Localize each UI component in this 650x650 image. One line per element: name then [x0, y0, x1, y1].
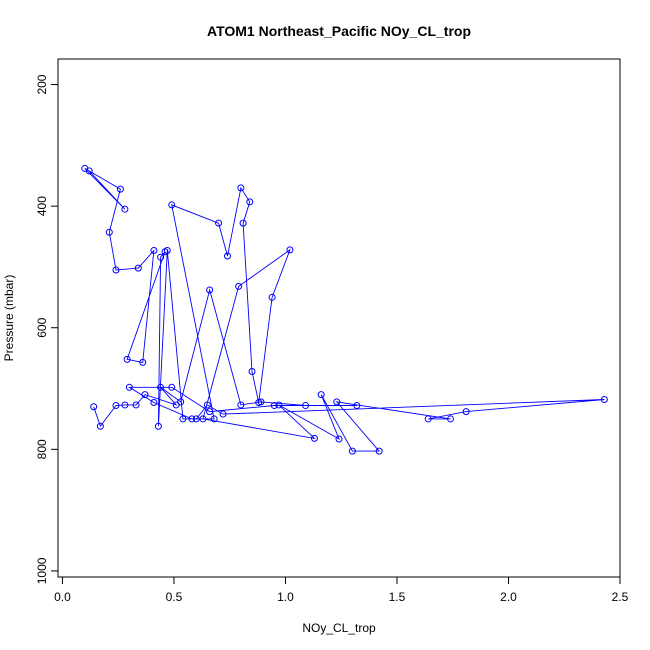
- x-tick-label: 0.5: [166, 590, 183, 604]
- data-point: [206, 408, 214, 416]
- data-point: [246, 198, 254, 206]
- data-point: [219, 410, 227, 418]
- data-point: [335, 435, 343, 443]
- y-tick-label: 400: [35, 196, 49, 216]
- data-point: [237, 401, 245, 409]
- data-point: [237, 184, 245, 192]
- data-point: [210, 415, 218, 423]
- data-point: [424, 415, 432, 423]
- data-point: [206, 286, 214, 294]
- x-axis: 0.0 0.5 1.0 1.5 2.0 2.5: [54, 576, 629, 604]
- data-point: [353, 402, 361, 410]
- data-point: [192, 415, 200, 423]
- data-point: [172, 401, 180, 409]
- data-point: [157, 253, 165, 261]
- data-point: [248, 368, 256, 376]
- data-point: [132, 401, 140, 409]
- series-markers: [81, 164, 608, 455]
- data-point: [139, 358, 147, 366]
- data-point: [141, 391, 149, 399]
- y-tick-label: 600: [35, 317, 49, 337]
- data-point: [81, 164, 89, 172]
- data-point: [112, 402, 120, 410]
- data-point: [215, 219, 223, 227]
- data-point: [125, 383, 133, 391]
- data-point: [268, 293, 276, 301]
- x-tick-label: 2.0: [500, 590, 517, 604]
- data-point: [203, 401, 211, 409]
- data-point: [310, 434, 318, 442]
- data-point: [257, 398, 265, 406]
- data-point: [154, 422, 162, 430]
- data-point: [168, 201, 176, 209]
- data-point: [134, 264, 142, 272]
- y-tick-label: 1000: [35, 557, 49, 584]
- data-point: [121, 205, 129, 213]
- data-point: [179, 415, 187, 423]
- data-point: [199, 415, 207, 423]
- data-point: [121, 401, 129, 409]
- data-point: [163, 247, 171, 255]
- data-point: [123, 355, 131, 363]
- x-tick-label: 1.5: [389, 590, 406, 604]
- data-point: [375, 447, 383, 455]
- y-axis-label: Pressure (mbar): [2, 275, 16, 362]
- data-point: [105, 228, 113, 236]
- x-axis-label: NOy_CL_trop: [302, 621, 376, 635]
- data-point: [600, 395, 608, 403]
- data-point: [116, 185, 124, 193]
- data-point: [168, 383, 176, 391]
- data-point: [112, 266, 120, 274]
- y-tick-label: 200: [35, 74, 49, 94]
- data-point: [317, 391, 325, 399]
- data-point: [447, 415, 455, 423]
- data-point: [157, 383, 165, 391]
- chart-title: ATOM1 Northeast_Pacific NOy_CL_trop: [207, 23, 471, 39]
- y-axis: 200 400 600 800 1000: [35, 74, 59, 584]
- plot-frame: [57, 58, 621, 578]
- data-point: [462, 408, 470, 416]
- data-point: [188, 415, 196, 423]
- x-tick-label: 2.5: [612, 590, 629, 604]
- data-point: [348, 447, 356, 455]
- data-point: [90, 403, 98, 411]
- data-point: [270, 402, 278, 410]
- data-point: [150, 247, 158, 255]
- y-tick-label: 800: [35, 439, 49, 459]
- data-point: [223, 252, 231, 260]
- data-point: [150, 399, 158, 407]
- data-point: [96, 422, 104, 430]
- data-point: [286, 246, 294, 254]
- data-point: [235, 282, 243, 290]
- data-point: [302, 402, 310, 410]
- series-noy: [84, 168, 605, 452]
- x-tick-label: 0.0: [54, 590, 71, 604]
- series-line: [84, 168, 605, 452]
- data-point: [333, 398, 341, 406]
- x-tick-label: 1.0: [277, 590, 294, 604]
- data-point: [239, 219, 247, 227]
- data-point: [275, 401, 283, 409]
